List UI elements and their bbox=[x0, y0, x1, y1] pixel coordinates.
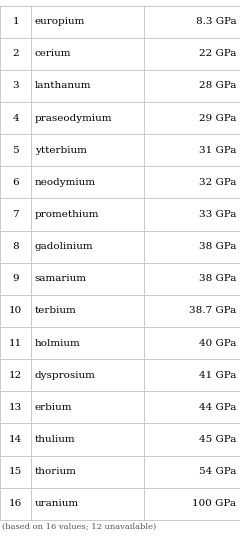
Text: cerium: cerium bbox=[35, 49, 71, 58]
Text: 16: 16 bbox=[9, 499, 22, 508]
Text: 31 GPa: 31 GPa bbox=[199, 145, 236, 155]
Text: 44 GPa: 44 GPa bbox=[199, 403, 236, 412]
Text: holmium: holmium bbox=[35, 338, 81, 347]
Text: erbium: erbium bbox=[35, 403, 72, 412]
Text: 11: 11 bbox=[9, 338, 22, 347]
Text: uranium: uranium bbox=[35, 499, 79, 508]
Text: 29 GPa: 29 GPa bbox=[199, 113, 236, 123]
Text: 100 GPa: 100 GPa bbox=[192, 499, 236, 508]
Text: terbium: terbium bbox=[35, 306, 77, 315]
Text: promethium: promethium bbox=[35, 210, 99, 219]
Text: 38 GPa: 38 GPa bbox=[199, 274, 236, 283]
Text: thorium: thorium bbox=[35, 467, 77, 476]
Text: lanthanum: lanthanum bbox=[35, 81, 91, 90]
Text: 6: 6 bbox=[12, 178, 19, 187]
Text: 54 GPa: 54 GPa bbox=[199, 467, 236, 476]
Text: samarium: samarium bbox=[35, 274, 87, 283]
Text: 38.7 GPa: 38.7 GPa bbox=[189, 306, 236, 315]
Text: gadolinium: gadolinium bbox=[35, 242, 93, 251]
Text: 40 GPa: 40 GPa bbox=[199, 338, 236, 347]
Text: 7: 7 bbox=[12, 210, 19, 219]
Text: praseodymium: praseodymium bbox=[35, 113, 112, 123]
Text: 41 GPa: 41 GPa bbox=[199, 371, 236, 380]
Text: 12: 12 bbox=[9, 371, 22, 380]
Text: dysprosium: dysprosium bbox=[35, 371, 96, 380]
Text: 14: 14 bbox=[9, 435, 22, 444]
Text: europium: europium bbox=[35, 17, 85, 26]
Text: 5: 5 bbox=[12, 145, 19, 155]
Text: 22 GPa: 22 GPa bbox=[199, 49, 236, 58]
Text: 33 GPa: 33 GPa bbox=[199, 210, 236, 219]
Text: neodymium: neodymium bbox=[35, 178, 96, 187]
Text: 4: 4 bbox=[12, 113, 19, 123]
Text: 10: 10 bbox=[9, 306, 22, 315]
Text: 32 GPa: 32 GPa bbox=[199, 178, 236, 187]
Text: 15: 15 bbox=[9, 467, 22, 476]
Text: 28 GPa: 28 GPa bbox=[199, 81, 236, 90]
Text: 45 GPa: 45 GPa bbox=[199, 435, 236, 444]
Text: 38 GPa: 38 GPa bbox=[199, 242, 236, 251]
Text: 8.3 GPa: 8.3 GPa bbox=[196, 17, 236, 26]
Text: 1: 1 bbox=[12, 17, 19, 26]
Text: 8: 8 bbox=[12, 242, 19, 251]
Text: thulium: thulium bbox=[35, 435, 75, 444]
Text: 13: 13 bbox=[9, 403, 22, 412]
Text: ytterbium: ytterbium bbox=[35, 145, 87, 155]
Text: 3: 3 bbox=[12, 81, 19, 90]
Text: 9: 9 bbox=[12, 274, 19, 283]
Text: 2: 2 bbox=[12, 49, 19, 58]
Text: (based on 16 values; 12 unavailable): (based on 16 values; 12 unavailable) bbox=[2, 523, 157, 530]
